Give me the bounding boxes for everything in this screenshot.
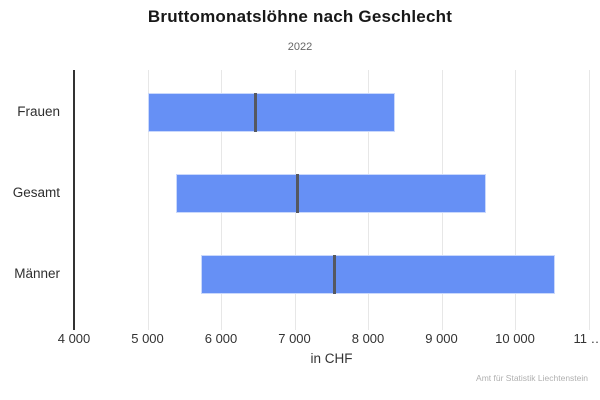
x-tick-label: 4 000 xyxy=(57,331,91,346)
x-axis-title: in CHF xyxy=(310,351,353,366)
x-tick-label: 9 000 xyxy=(425,331,458,346)
credits-source-label: Amt für Statistik Liechtenstein xyxy=(476,373,588,383)
x-tick-label: 8 000 xyxy=(351,331,385,346)
category-label-männer: Männer xyxy=(14,266,60,281)
category-label-frauen: Frauen xyxy=(17,104,60,119)
range-bar-gesamt[interactable] xyxy=(176,173,486,213)
gridline xyxy=(588,70,590,330)
median-marker-frauen[interactable] xyxy=(254,92,258,132)
chart-subtitle: 2022 xyxy=(287,41,313,53)
gridline xyxy=(147,70,149,330)
x-tick-label: 10 000 xyxy=(495,331,535,346)
category-label-gesamt: Gesamt xyxy=(12,185,60,200)
range-bar-frauen[interactable] xyxy=(147,92,396,132)
x-tick-label: 7 000 xyxy=(278,331,311,346)
chart-title: Bruttomonatslöhne nach Geschlecht xyxy=(147,7,453,26)
median-marker-männer[interactable] xyxy=(332,254,336,294)
category-axis-line xyxy=(73,70,75,330)
gridline xyxy=(515,70,516,330)
range-bar-männer[interactable] xyxy=(201,254,556,294)
x-tick-label: 11 … xyxy=(573,331,600,346)
x-tick-label: 5 000 xyxy=(131,331,164,346)
x-tick-label: 6 000 xyxy=(204,331,238,346)
median-marker-gesamt[interactable] xyxy=(296,173,300,213)
